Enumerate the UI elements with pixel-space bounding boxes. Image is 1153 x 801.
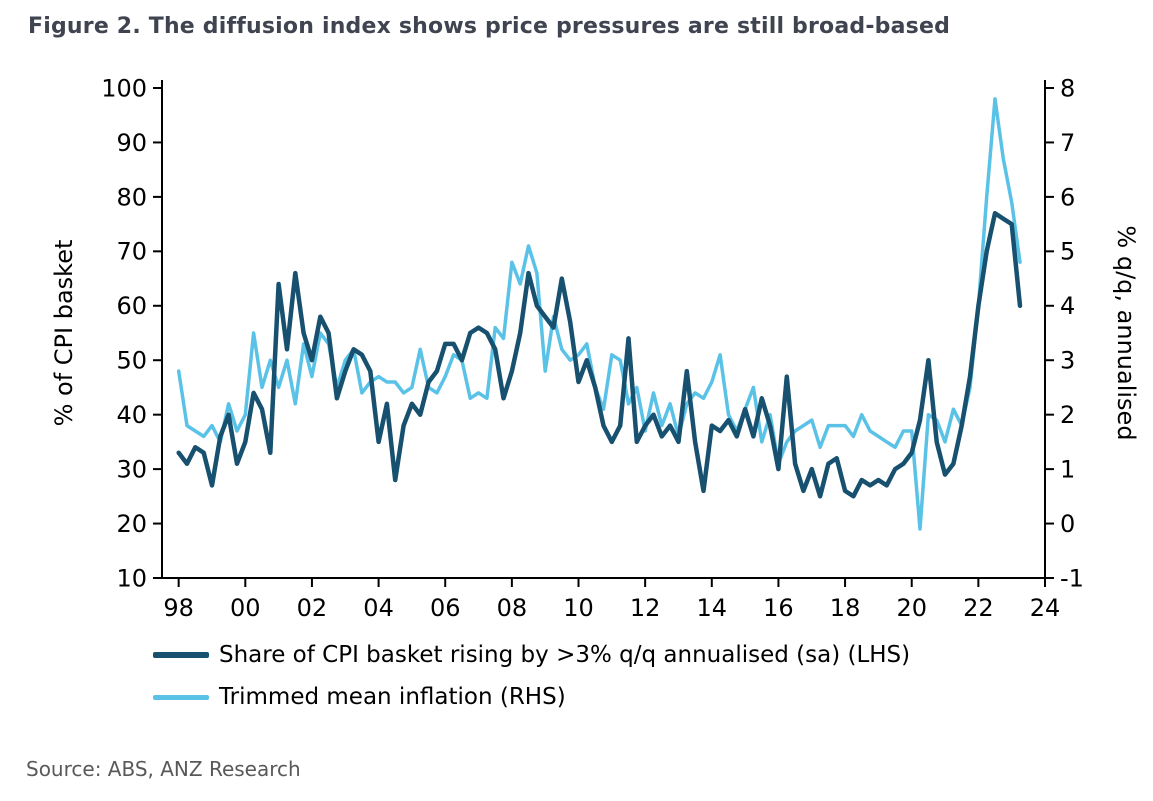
lhs-series-line [176, 210, 1023, 499]
series-lines [176, 97, 1023, 531]
x-tick-label: 22 [963, 594, 994, 622]
x-tick-label: 18 [830, 594, 861, 622]
y-left-tick-label: 50 [116, 347, 147, 375]
y-right-tick-label: -1 [1060, 564, 1084, 592]
y-left-tick-label: 30 [116, 456, 147, 484]
y-right-axis-title: % q/q, annualised [1112, 225, 1140, 440]
legend-item-lhs: Share of CPI basket rising by >3% q/q an… [153, 642, 910, 668]
y-right-tick-label: 5 [1060, 238, 1075, 266]
x-tick-label: 16 [763, 594, 794, 622]
y-right-tick-label: 1 [1060, 456, 1075, 484]
x-tick-label: 12 [630, 594, 661, 622]
rhs-series-swatch [153, 694, 209, 700]
y-left-tick-label: 40 [116, 401, 147, 429]
x-tick-label: 24 [1030, 594, 1061, 622]
y-right-tick-label: 8 [1060, 74, 1075, 102]
y-right-tick-label: 3 [1060, 347, 1075, 375]
y-left-tick-label: 10 [116, 564, 147, 592]
x-tick-label: 98 [163, 594, 194, 622]
x-tick-label: 00 [230, 594, 261, 622]
figure-title: Figure 2. The diffusion index shows pric… [28, 14, 951, 39]
source-note: Source: ABS, ANZ Research [26, 757, 301, 781]
y-left-tick-label: 80 [116, 183, 147, 211]
y-right-tick-label: 2 [1060, 401, 1075, 429]
x-tick-label: 02 [297, 594, 328, 622]
legend: Share of CPI basket rising by >3% q/q an… [153, 642, 910, 710]
x-tick-label: 04 [363, 594, 394, 622]
y-left-tick-label: 90 [116, 129, 147, 157]
y-right-tick-label: 0 [1060, 510, 1075, 538]
y-left-axis-title: % of CPI basket [50, 240, 78, 427]
x-tick-label: 20 [896, 594, 927, 622]
y-right-tick-label: 7 [1060, 129, 1075, 157]
lhs-series-swatch [153, 652, 209, 658]
x-tick-label: 10 [563, 594, 594, 622]
legend-item-rhs: Trimmed mean inflation (RHS) [153, 684, 910, 710]
y-left-tick-label: 20 [116, 510, 147, 538]
y-right-tick-label: 4 [1060, 292, 1075, 320]
rhs-series-line [176, 97, 1022, 531]
legend-label-rhs: Trimmed mean inflation (RHS) [219, 684, 566, 710]
y-left-tick-label: 100 [101, 74, 147, 102]
y-right-tick-label: 6 [1060, 183, 1075, 211]
y-left-tick-label: 60 [116, 292, 147, 320]
x-tick-label: 06 [430, 594, 461, 622]
legend-label-lhs: Share of CPI basket rising by >3% q/q an… [219, 642, 911, 668]
y-left-tick-label: 70 [116, 238, 147, 266]
x-tick-label: 14 [697, 594, 728, 622]
x-tick-label: 08 [497, 594, 528, 622]
